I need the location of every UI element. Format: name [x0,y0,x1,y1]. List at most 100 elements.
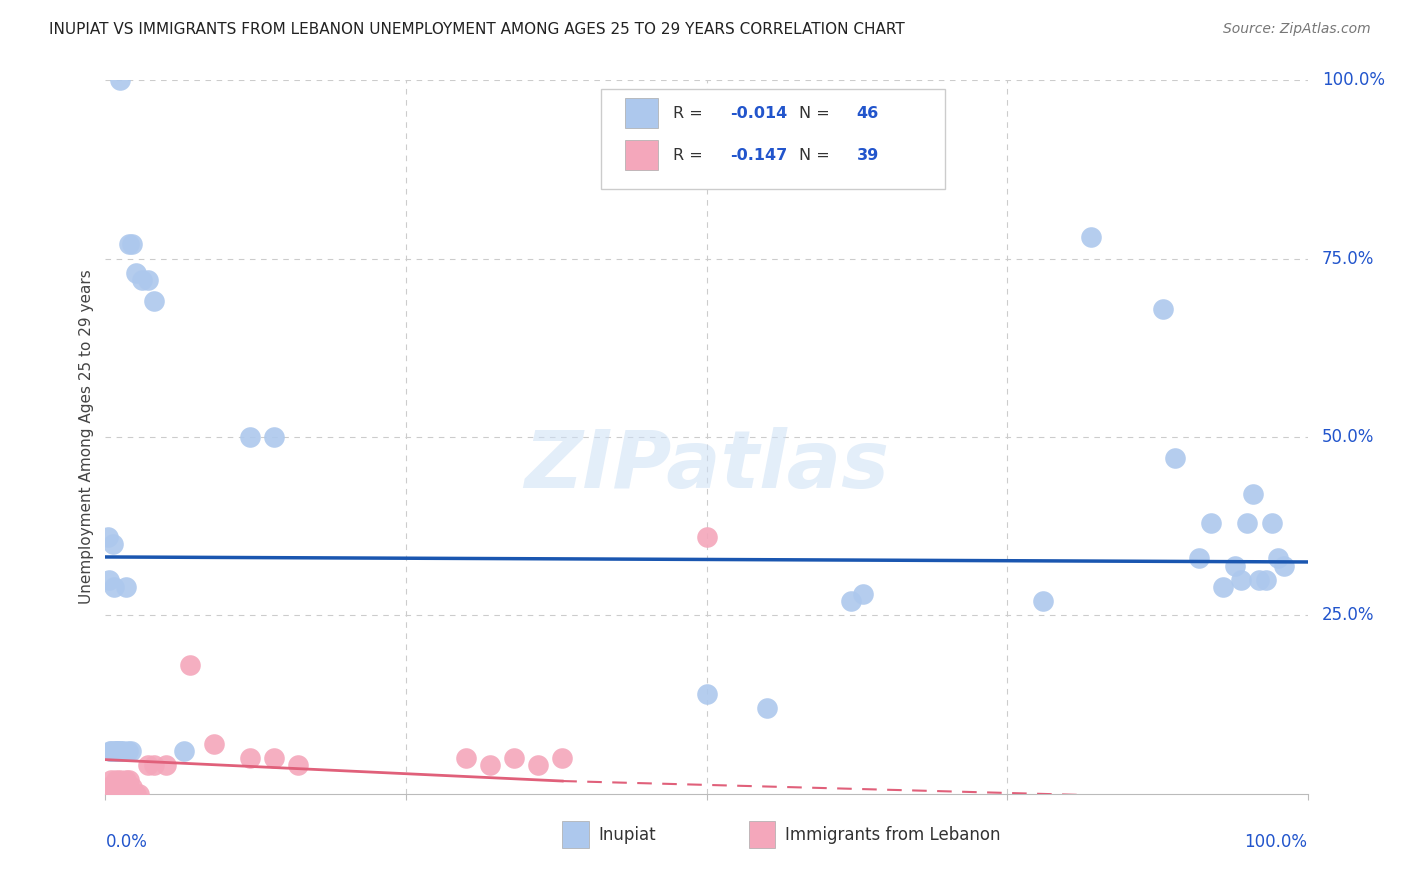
Point [107,787,129,801]
Point [527,758,550,772]
Point [104,744,127,758]
Point [173,744,195,758]
Text: 39: 39 [856,148,879,163]
Point [98,787,121,801]
Point [115,772,138,787]
Point [121,237,143,252]
Point [121,780,143,794]
Point [107,780,129,794]
Text: 75.0%: 75.0% [1322,250,1375,268]
Point [105,744,128,758]
Point [287,758,309,772]
Text: -0.014: -0.014 [731,106,787,121]
Point [551,751,574,765]
Point [479,758,502,772]
Text: INUPIAT VS IMMIGRANTS FROM LEBANON UNEMPLOYMENT AMONG AGES 25 TO 29 YEARS CORREL: INUPIAT VS IMMIGRANTS FROM LEBANON UNEMP… [49,22,905,37]
Point [1230,573,1253,587]
Point [696,530,718,544]
Text: R =: R = [673,148,707,163]
Point [131,273,153,287]
FancyBboxPatch shape [600,89,945,189]
Point [105,772,128,787]
Point [239,430,262,444]
Point [1272,558,1295,573]
Point [755,701,778,715]
Text: Immigrants from Lebanon: Immigrants from Lebanon [785,826,1000,844]
Point [96,787,118,801]
Point [103,580,125,594]
Text: N =: N = [799,148,835,163]
Text: Inupiat: Inupiat [599,826,657,844]
Text: -0.147: -0.147 [731,148,787,163]
Point [136,273,159,287]
Point [142,758,165,772]
Text: 100.0%: 100.0% [1322,71,1385,89]
Point [1080,230,1102,244]
Point [100,772,122,787]
Point [98,573,121,587]
Point [98,744,121,758]
Bar [748,821,775,848]
Text: N =: N = [799,106,835,121]
Point [101,780,124,794]
Point [117,744,139,758]
Point [107,744,129,758]
Point [124,787,146,801]
Point [110,744,132,758]
Point [155,758,177,772]
Point [124,266,146,280]
Point [136,758,159,772]
Point [110,780,132,794]
Point [97,530,120,544]
Point [1032,594,1054,608]
Bar [624,140,658,170]
Point [100,744,122,758]
Bar [562,821,589,848]
Text: 0.0%: 0.0% [105,833,148,851]
Point [263,751,285,765]
Point [128,787,150,801]
Point [107,744,129,758]
Point [239,751,262,765]
Point [112,780,135,794]
Point [111,787,134,801]
Point [1164,451,1187,466]
Point [98,780,121,794]
Point [1212,580,1234,594]
Point [108,73,131,87]
Text: Source: ZipAtlas.com: Source: ZipAtlas.com [1223,22,1371,37]
Point [1152,301,1174,316]
Text: 50.0%: 50.0% [1322,428,1375,446]
Text: R =: R = [673,106,707,121]
Bar [624,98,658,128]
Point [503,751,526,765]
Point [696,687,718,701]
Point [1260,516,1282,530]
Point [112,744,135,758]
Point [108,772,131,787]
Point [1225,558,1247,573]
Point [114,787,136,801]
Point [1201,516,1223,530]
Text: ZIPatlas: ZIPatlas [524,426,889,505]
Point [101,537,124,551]
Point [115,780,138,794]
Point [454,751,477,765]
Point [142,294,165,309]
Point [1267,551,1289,566]
Point [1236,516,1258,530]
Point [1249,573,1271,587]
Text: 46: 46 [856,106,879,121]
Point [118,772,141,787]
Point [115,580,138,594]
Point [103,787,125,801]
Point [97,780,120,794]
Point [1188,551,1211,566]
Point [1243,487,1265,501]
Point [263,430,285,444]
Point [118,237,141,252]
Point [104,780,127,794]
Point [120,744,142,758]
Text: 100.0%: 100.0% [1244,833,1308,851]
Text: 25.0%: 25.0% [1322,607,1375,624]
